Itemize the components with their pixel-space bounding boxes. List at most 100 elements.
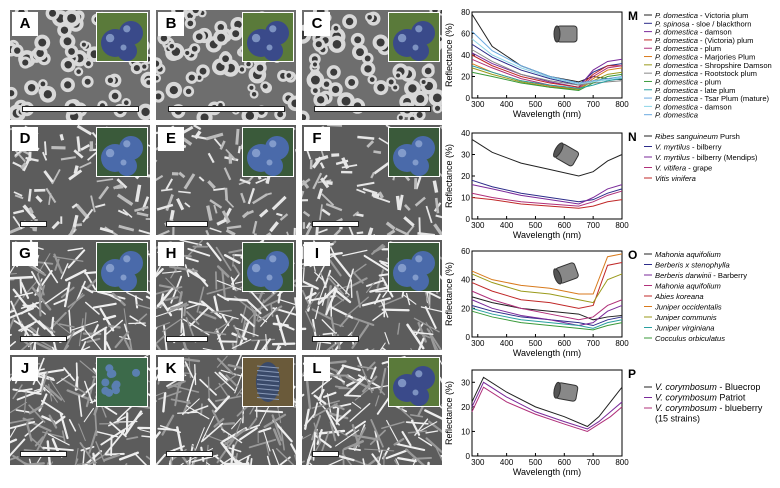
panel-label: N <box>628 130 637 144</box>
legend-entry: Ribes sanguineum Pursh <box>655 132 740 141</box>
panel-label: A <box>12 12 38 36</box>
x-tick-label: 800 <box>615 458 629 467</box>
y-axis-label: Reflectance (%) <box>444 23 454 87</box>
series-line <box>471 307 623 329</box>
legend-entry: V. corymbosum Patriot <box>655 393 746 403</box>
scale-bar <box>168 106 285 112</box>
scale-bar <box>166 336 208 342</box>
panel-label: E <box>158 127 184 151</box>
series-line <box>471 386 623 432</box>
legend-entry: Mahonia aquifolium <box>655 250 721 259</box>
series-line <box>471 67 623 90</box>
scale-bar <box>22 106 139 112</box>
scale-bar <box>312 451 339 457</box>
panel-label: K <box>158 357 184 381</box>
x-tick-label: 300 <box>471 221 485 230</box>
panel-label: I <box>304 242 330 266</box>
series-line <box>471 13 623 83</box>
legend-entry: P. domestica - plum <box>655 44 721 53</box>
x-tick-label: 800 <box>615 339 629 348</box>
series-line <box>471 299 623 327</box>
legend-entry: Juniper virginiana <box>654 324 715 333</box>
sem-tile-d: D <box>10 125 150 235</box>
sem-tile-a: A <box>10 10 150 120</box>
sem-tile-b: B <box>156 10 296 120</box>
structure-glyph <box>553 25 578 43</box>
x-tick-label: 400 <box>500 458 514 467</box>
fruit-photo-inset <box>242 12 294 62</box>
panel-label: F <box>304 127 330 151</box>
y-axis-label: Reflectance (%) <box>444 144 454 208</box>
y-tick-label: 20 <box>461 73 470 82</box>
x-tick-label: 700 <box>586 221 600 230</box>
y-tick-label: 40 <box>461 129 470 138</box>
panel-label: G <box>12 242 38 266</box>
panel-label: P <box>628 367 636 381</box>
panel-label: B <box>158 12 184 36</box>
fruit-photo-inset <box>388 127 440 177</box>
series-line <box>471 197 623 209</box>
chart-n: N 300 400 500 600 700 800 0 10 20 30 40 Wavelength (… <box>440 125 780 243</box>
scale-bar <box>166 221 208 227</box>
sem-tile-j: J <box>10 355 150 465</box>
scale-bar <box>20 336 67 342</box>
series-line <box>471 304 623 327</box>
x-tick-label: 400 <box>500 339 514 348</box>
legend-entry: P. domestica - Victoria plum <box>655 11 748 20</box>
panel-label: H <box>158 242 184 266</box>
x-tick-label: 500 <box>529 221 543 230</box>
fruit-photo-inset <box>242 357 294 407</box>
y-tick-label: 20 <box>461 304 470 313</box>
chart-p: P 300 400 500 600 700 800 0 10 20 30 Wavelength (nm… <box>440 362 780 480</box>
series-line <box>471 52 623 88</box>
legend-entry: V. myrtilus - bilberry <box>655 143 722 152</box>
fruit-photo-inset <box>96 242 148 292</box>
series-line <box>471 38 623 85</box>
series-line <box>471 139 623 177</box>
legend-entry: P. domestica <box>655 111 698 120</box>
x-axis-label: Wavelength (nm) <box>513 348 581 358</box>
x-tick-label: 500 <box>529 100 543 109</box>
scale-bar <box>312 221 359 227</box>
y-tick-label: 30 <box>461 378 470 387</box>
series-line <box>471 49 623 86</box>
series-line <box>471 296 623 321</box>
x-tick-label: 700 <box>586 100 600 109</box>
y-tick-label: 0 <box>466 215 471 224</box>
x-tick-label: 600 <box>558 100 572 109</box>
series-line <box>471 261 623 309</box>
y-axis-label: Reflectance (%) <box>444 262 454 326</box>
legend-entry: (15 strains) <box>655 414 700 424</box>
scale-bar <box>20 221 47 227</box>
legend-entry: Mahonia aquifolium <box>655 282 721 291</box>
sem-tile-f: F <box>302 125 442 235</box>
fruit-photo-inset <box>96 357 148 407</box>
chart-o: O 300 400 500 600 700 800 0 20 40 60 Wavelength (nm… <box>440 243 780 361</box>
legend-entry: V. corymbosum - blueberry <box>655 403 763 413</box>
scale-bar <box>20 451 67 457</box>
sem-tile-e: E <box>156 125 296 235</box>
series-line <box>471 58 623 89</box>
structure-glyph <box>553 142 580 167</box>
x-tick-label: 800 <box>615 100 629 109</box>
y-tick-label: 0 <box>466 452 471 461</box>
y-axis-label: Reflectance (%) <box>444 381 454 445</box>
series-line <box>471 179 623 203</box>
legend-entry: Cocculus orbiculatus <box>655 334 725 343</box>
legend-entry: Juniper occidentalis <box>654 303 722 312</box>
x-tick-label: 600 <box>558 221 572 230</box>
x-tick-label: 500 <box>529 339 543 348</box>
y-tick-label: 40 <box>461 51 470 60</box>
series-line <box>471 30 623 84</box>
y-tick-label: 0 <box>466 333 471 342</box>
legend-entry: Berberis x stenophylla <box>655 261 730 270</box>
fruit-photo-inset <box>96 12 148 62</box>
legend-entry: P. domestica - late plum <box>655 86 735 95</box>
legend-entry: P. domestica - Marjories Plum <box>655 53 755 62</box>
scale-bar <box>166 451 213 457</box>
series-line <box>471 381 623 430</box>
structure-glyph <box>553 262 579 285</box>
legend-entry: P. domestica - damson <box>655 102 732 111</box>
y-tick-label: 10 <box>461 194 470 203</box>
panel-label: D <box>12 127 38 151</box>
